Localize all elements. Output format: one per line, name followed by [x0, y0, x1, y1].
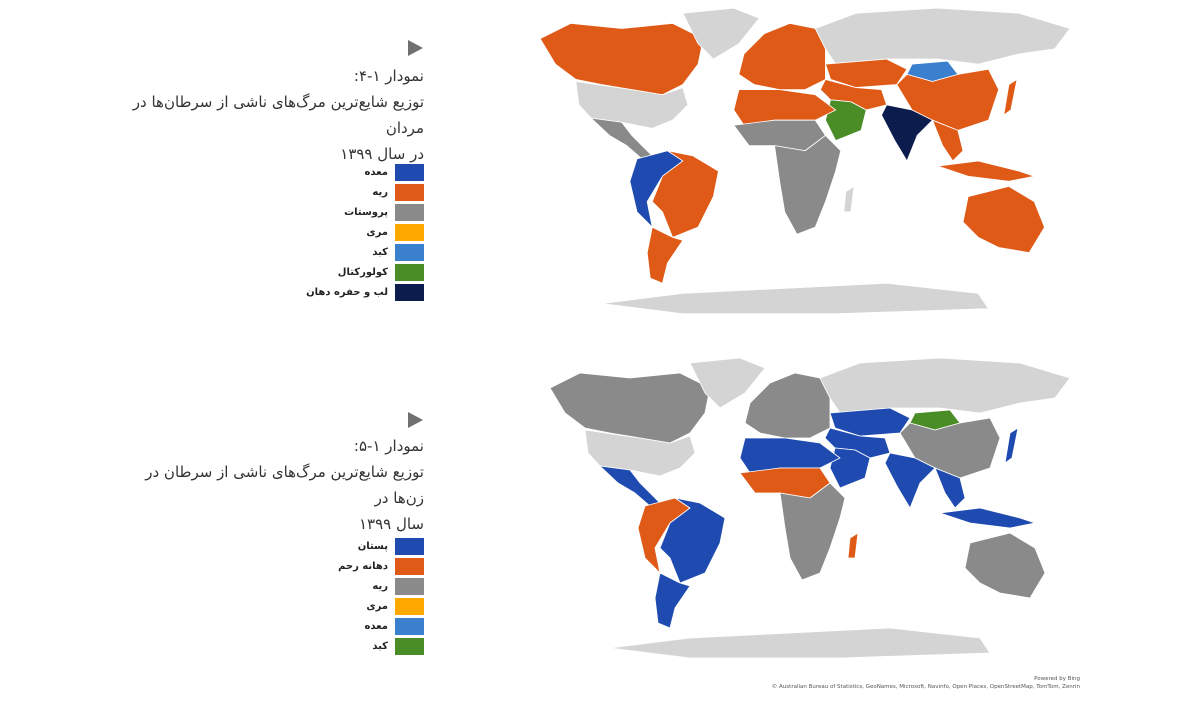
map-region-madagascar	[843, 186, 855, 213]
legend-item: دهانه رحم	[338, 556, 424, 576]
map-region-india	[881, 104, 933, 162]
legend-item: معده	[306, 162, 424, 182]
legend-label: پستان	[357, 540, 388, 552]
legend-swatch	[395, 597, 424, 615]
legend-item: کبد	[338, 636, 424, 656]
legend-label: کولورکتال	[337, 266, 388, 278]
map-region-australia	[962, 186, 1045, 254]
figure-1-title-line1: توزیع شایع‌ترین مرگ‌های ناشی از سرطان‌ها…	[132, 93, 424, 137]
figure-1-title-line2: در سال ۱۳۹۹	[340, 145, 424, 163]
map-region-usa	[584, 429, 696, 477]
map-region-canada	[549, 372, 711, 444]
map-region-se-asia	[934, 467, 966, 509]
play-arrow-icon	[408, 40, 423, 56]
map-attribution: Powered by Bing © Australian Bureau of S…	[772, 675, 1080, 691]
figure-1-title: نمودار ۱-۴: توزیع شایع‌ترین مرگ‌های ناشی…	[124, 63, 424, 167]
legend-swatch	[395, 617, 424, 635]
legend-item: مری	[306, 222, 424, 242]
map-region-canada	[539, 22, 704, 96]
legend-label: پروستات	[344, 206, 388, 218]
legend-item: ریه	[338, 576, 424, 596]
map-region-russia	[819, 358, 1070, 414]
legend-swatch	[395, 557, 424, 575]
map-region-europe	[744, 372, 831, 439]
figure-1-world-map	[539, 8, 1070, 315]
figure-2-title-line2: سال ۱۳۹۹	[358, 515, 424, 533]
figure-1-number: نمودار ۱-۴:	[353, 67, 424, 85]
figure-2-legend: پستان دهانه رحم ریه مری معده کبد	[338, 536, 424, 656]
legend-swatch	[395, 537, 424, 555]
map-region-usa	[575, 81, 689, 129]
legend-label: ریه	[372, 186, 388, 198]
legend-swatch	[395, 203, 424, 221]
legend-swatch	[395, 637, 424, 655]
legend-label: مری	[366, 226, 388, 238]
legend-item: کولورکتال	[306, 262, 424, 282]
legend-label: معده	[364, 166, 388, 178]
map-region-se-asia	[932, 119, 964, 162]
map-region-india	[884, 452, 936, 509]
credits-text: © Australian Bureau of Statistics, GeoNa…	[771, 684, 1080, 690]
figure-2-world-map	[549, 358, 1070, 659]
map-region-southern-cone	[654, 572, 691, 629]
legend-label: لب و حفره دهان	[306, 286, 388, 298]
legend-swatch	[395, 263, 424, 281]
powered-by-text: Powered by Bing	[1034, 676, 1080, 682]
legend-label: کبد	[372, 246, 388, 258]
legend-label: ریه	[372, 580, 388, 592]
map-region-japan	[1004, 427, 1019, 464]
map-region-europe	[738, 22, 826, 91]
legend-swatch	[395, 577, 424, 595]
legend-swatch	[395, 243, 424, 261]
map-region-russia	[814, 8, 1070, 65]
legend-item: ریه	[306, 182, 424, 202]
map-region-indonesia	[937, 160, 1035, 182]
legend-label: معده	[364, 620, 388, 632]
legend-label: مری	[366, 600, 388, 612]
figure-2-number: نمودار ۱-۵:	[353, 437, 424, 455]
map-region-east-africa	[774, 135, 842, 235]
map-region-antarctica	[609, 627, 991, 659]
legend-label: کبد	[372, 640, 388, 652]
legend-item: کبد	[306, 242, 424, 262]
map-region-indonesia	[939, 507, 1036, 529]
legend-item: مری	[338, 596, 424, 616]
map-region-east-africa	[779, 482, 846, 581]
legend-item: پستان	[338, 536, 424, 556]
map-region-antarctica	[600, 282, 989, 315]
legend-swatch	[395, 183, 424, 201]
figure-1-legend: معده ریه پروستات مری کبد کولورکتال لب و حفره د…	[306, 162, 424, 302]
legend-item: لب و حفره دهان	[306, 282, 424, 302]
map-region-southern-cone	[646, 226, 684, 284]
legend-swatch	[395, 283, 424, 301]
play-arrow-icon	[408, 412, 423, 428]
figure-2-title: نمودار ۱-۵: توزیع شایع‌ترین مرگ‌های ناشی…	[124, 433, 424, 537]
legend-swatch	[395, 163, 424, 181]
map-region-greenland	[689, 358, 766, 409]
figure-2-title-line1: توزیع شایع‌ترین مرگ‌های ناشی از سرطان در…	[145, 463, 424, 507]
map-region-madagascar	[847, 532, 859, 559]
legend-item: معده	[338, 616, 424, 636]
legend-swatch	[395, 223, 424, 241]
legend-label: دهانه رحم	[338, 560, 388, 572]
legend-item: پروستات	[306, 202, 424, 222]
map-region-greenland	[682, 8, 760, 60]
map-region-australia	[964, 532, 1046, 599]
map-region-japan	[1003, 79, 1018, 116]
